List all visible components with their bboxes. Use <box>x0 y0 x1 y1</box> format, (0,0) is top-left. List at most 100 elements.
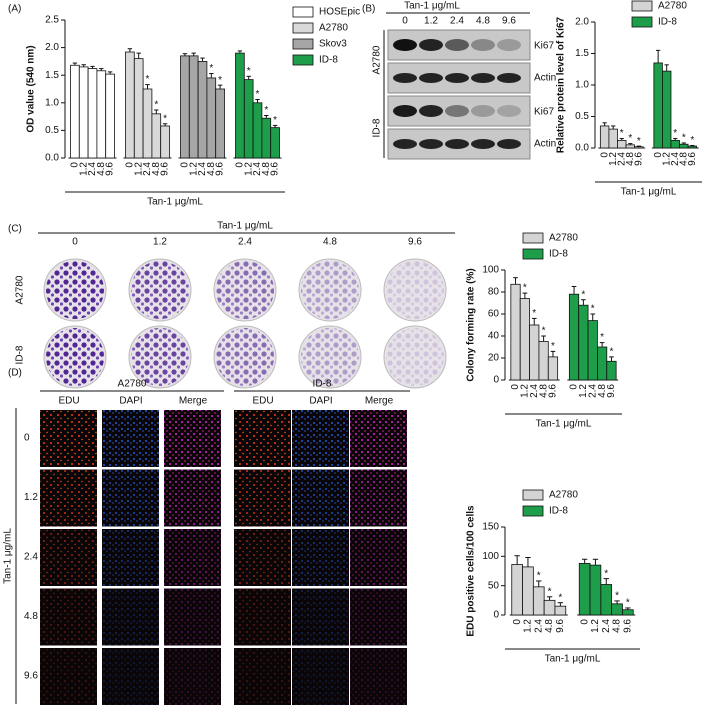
edu-cell-line: ID-8 <box>313 379 332 390</box>
blot-band <box>497 105 521 117</box>
x-tick-label: 1.2 <box>608 152 619 166</box>
significance: * <box>600 332 604 343</box>
bar <box>188 55 199 159</box>
blot-band <box>471 73 495 83</box>
significance: * <box>532 308 536 319</box>
edu-image: EDU DAPI Merge EDU DAPI Merge 0 1.2 2.4 4.8 9.6 <box>24 396 407 705</box>
significance: * <box>218 75 222 86</box>
y-tick-label: 0.5 <box>575 111 589 122</box>
legend-swatch <box>292 54 314 66</box>
x-tick-label: 0 <box>579 619 590 625</box>
x-axis-label: Tan-1 μg/mL <box>545 654 601 665</box>
x-tick-label: 2.4 <box>87 162 98 176</box>
x-tick-label: 2.4 <box>529 384 540 398</box>
colony-dose: 0 <box>72 237 78 248</box>
bar <box>78 66 89 159</box>
legend-label: ID-8 <box>319 55 338 66</box>
blot-band <box>471 139 495 149</box>
bar <box>611 603 623 616</box>
y-tick-label: 150 <box>482 522 499 533</box>
edu-cells <box>350 410 407 467</box>
bar <box>578 562 591 616</box>
y-axis-label: Colony forming rate (%) <box>466 268 477 381</box>
y-tick-label: 1.0 <box>575 80 589 91</box>
colonies <box>216 328 274 386</box>
blot-band <box>393 73 417 83</box>
x-tick-label: 0 <box>70 162 81 168</box>
x-tick-label: 9.6 <box>548 384 559 398</box>
bar <box>510 283 521 381</box>
bar <box>215 88 225 159</box>
blot-band <box>419 73 443 83</box>
bar <box>519 298 530 381</box>
bar <box>625 144 635 149</box>
bar <box>662 70 672 149</box>
bar <box>568 293 580 381</box>
x-tick-label: 2.4 <box>616 152 627 166</box>
x-tick-label: 1.2 <box>78 162 89 176</box>
y-tick-label: 0.0 <box>575 143 589 154</box>
bar <box>653 62 663 149</box>
edu-dose: 4.8 <box>24 611 38 622</box>
blot-band <box>471 39 495 51</box>
significance: * <box>626 598 630 609</box>
significance: * <box>537 571 541 582</box>
x-tick-label: 0 <box>653 152 664 158</box>
x-tick-label: 9.6 <box>622 619 633 633</box>
significance: * <box>682 133 686 144</box>
colony-dose: 2.4 <box>238 237 252 248</box>
x-tick-label: 1.2 <box>590 619 601 633</box>
x-tick-label: 9.6 <box>634 152 645 166</box>
blot-cell-line: ID-8 <box>372 118 383 137</box>
colonies <box>131 328 189 386</box>
bar <box>522 566 534 616</box>
x-tick-label: 9.6 <box>687 152 698 166</box>
edu-dose-label: Tan-1 μg/mL <box>3 528 14 584</box>
blot-band <box>393 105 417 117</box>
edu-channel: DAPI <box>309 396 332 407</box>
significance: * <box>154 100 158 111</box>
blot-title: Tan-1 μg/mL <box>404 1 460 12</box>
x-tick-label: 2.4 <box>142 162 153 176</box>
blot-band <box>497 73 521 83</box>
edu-cells <box>292 588 349 646</box>
panel-label: (A) <box>8 4 21 15</box>
x-tick-label: 1.2 <box>523 619 534 633</box>
x-tick-label: 9.6 <box>555 619 566 633</box>
y-tick-label: 1.5 <box>45 70 59 81</box>
legend-label: A2780 <box>549 233 578 244</box>
legend-label: HOSEpic <box>319 7 360 18</box>
colonies <box>131 261 189 319</box>
significance: * <box>209 63 213 74</box>
y-axis-label: OD value (540 nm) <box>26 45 37 132</box>
y-tick-label: 0 <box>493 610 499 621</box>
y-tick-label: 50 <box>488 580 500 591</box>
bar <box>529 324 540 381</box>
blot-protein: Actin <box>534 139 556 150</box>
significance: * <box>146 74 150 85</box>
edu-channel: Merge <box>179 396 208 407</box>
legend-swatch <box>292 22 314 34</box>
edu-cells <box>292 648 349 705</box>
bar <box>235 52 245 159</box>
bar <box>670 140 680 149</box>
y-tick-label: 80 <box>488 287 500 298</box>
bar <box>125 51 135 159</box>
y-tick-label: 0 <box>493 375 499 386</box>
legend-label: ID-8 <box>658 17 677 28</box>
bar <box>679 143 689 149</box>
bar <box>96 70 107 159</box>
edu-cells <box>292 469 349 527</box>
x-tick-label: 2.4 <box>252 162 263 176</box>
bar <box>243 79 254 159</box>
edu-cells <box>292 410 349 467</box>
panel-label: (B) <box>362 4 375 15</box>
x-axis-label: Tan-1 μg/mL <box>536 419 592 430</box>
colony-image <box>43 258 447 389</box>
legend-label: ID-8 <box>549 249 568 260</box>
bar <box>587 320 598 381</box>
y-tick-label: 40 <box>488 331 500 342</box>
panel-label: (C) <box>8 224 22 235</box>
edu-cells <box>234 648 291 705</box>
